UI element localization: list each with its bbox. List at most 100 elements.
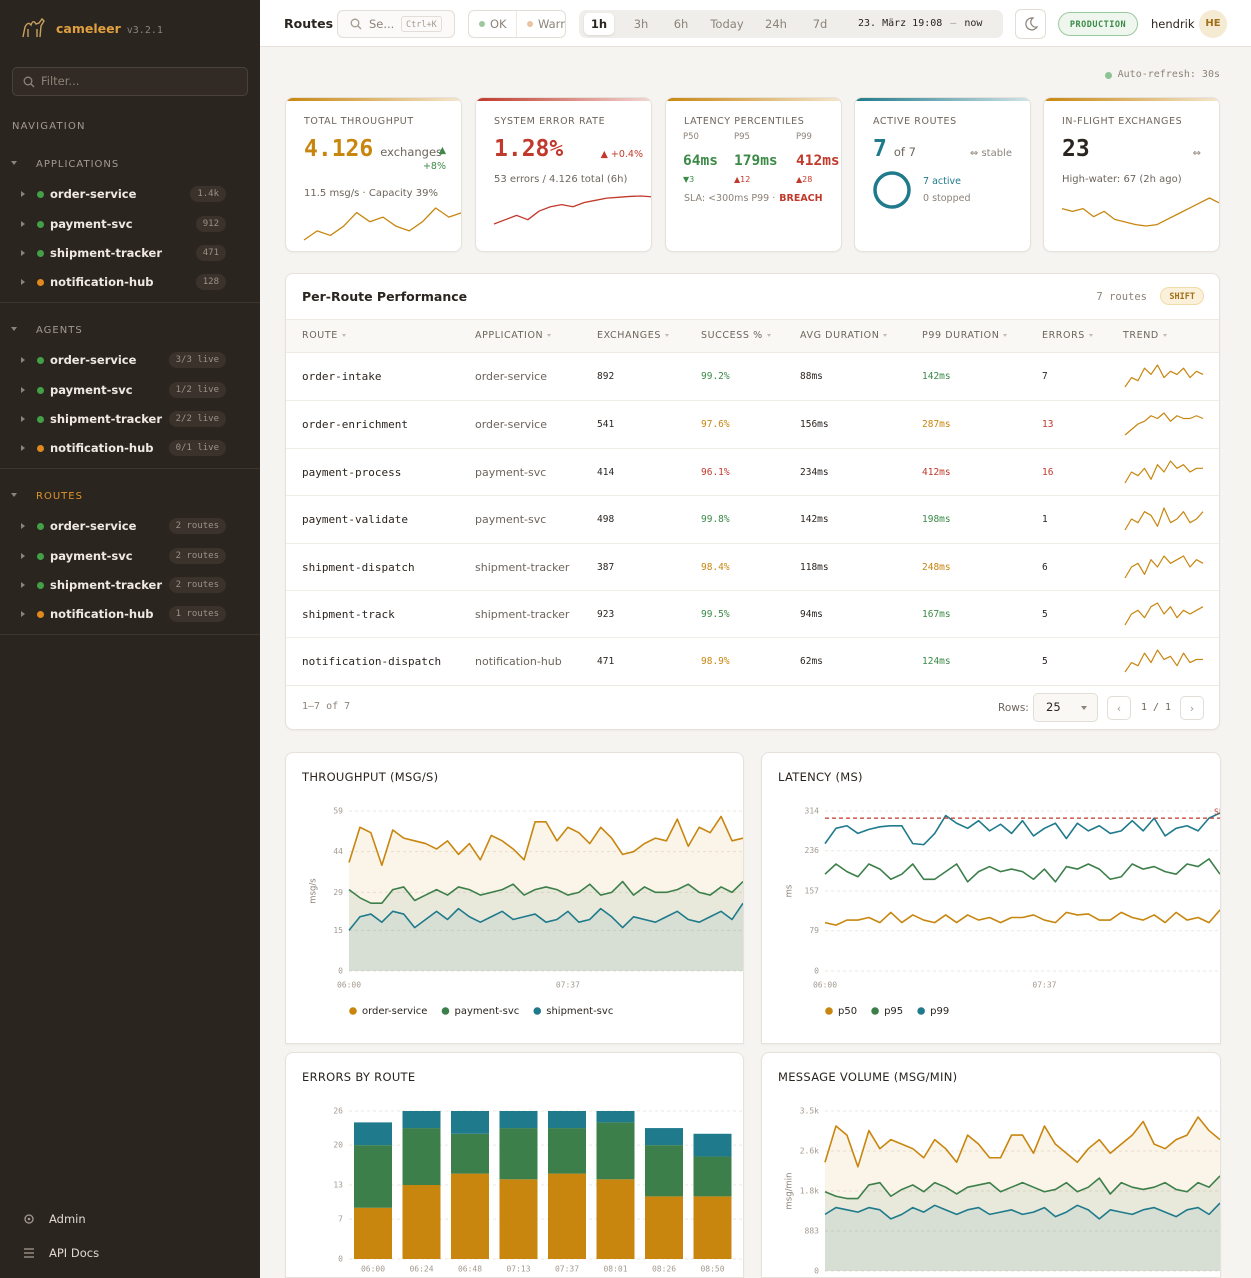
nav-item[interactable]: order-service 3/3 live	[0, 348, 260, 372]
column-header[interactable]: P99 DURATION	[922, 319, 1008, 353]
nav-item[interactable]: order-service 1.4k	[0, 182, 260, 206]
moon-glyph	[1025, 17, 1038, 31]
cell-avg: 142ms	[800, 514, 829, 526]
cell-application: payment-svc	[475, 513, 547, 527]
status-dot	[37, 386, 44, 394]
legend-label: p99	[930, 1006, 949, 1017]
filter-placeholder: Filter...	[41, 74, 80, 88]
status-dot	[37, 191, 44, 199]
kpi-delta: ▲ +0.4%	[600, 149, 643, 160]
y-tick-label: 44	[333, 847, 343, 856]
nav-item[interactable]: payment-svc 912	[0, 212, 260, 236]
section-title[interactable]: AGENTS	[36, 325, 83, 336]
route-count: 7 routes	[1096, 291, 1147, 303]
next-page[interactable]: ›	[1180, 696, 1204, 720]
footer-link[interactable]: API Docs	[49, 1246, 100, 1260]
prev-page[interactable]: ‹	[1107, 696, 1131, 720]
shift-badge: SHIFT	[1160, 287, 1204, 305]
bar-segment	[354, 1145, 392, 1208]
bar-segment	[596, 1111, 635, 1123]
table-row[interactable]: order-intake order-service 892 99.2% 88ms 142…	[286, 353, 1219, 400]
legend-swatch	[871, 1007, 879, 1015]
status-dot	[37, 415, 44, 423]
section-title[interactable]: APPLICATIONS	[36, 159, 120, 170]
page-size-select[interactable]: 25	[1033, 693, 1098, 722]
table-row[interactable]: payment-process payment-svc 414 96.1% 234ms 4…	[286, 447, 1219, 495]
nav-item[interactable]: shipment-tracker 2 routes	[0, 573, 260, 597]
cell-exchanges: 498	[597, 514, 615, 526]
sort-icon	[1088, 334, 1093, 337]
status-dot	[37, 581, 44, 589]
area-fill	[349, 816, 743, 971]
status-filter-button[interactable]: Warn	[517, 11, 565, 37]
sla-line: SLA: <300ms P99 · BREACH	[684, 191, 823, 207]
x-tick-label: 08:01	[603, 1265, 627, 1274]
cell-avg: 234ms	[800, 466, 829, 478]
status-dot	[527, 21, 533, 27]
nav-item[interactable]: notification-hub 1 routes	[0, 602, 260, 626]
range-button[interactable]: 7d	[812, 17, 828, 31]
nav-item[interactable]: shipment-tracker 471	[0, 241, 260, 265]
range-button[interactable]: Today	[710, 17, 744, 31]
chart-card: ERRORS BY ROUTE 0 7 13 20 26 06:00 06:24 06:48 07…	[285, 1052, 744, 1278]
cell-application: order-service	[475, 370, 547, 383]
cell-errors: 7	[1042, 371, 1048, 382]
kpi-sub: 53 errors / 4.126 total (6h)	[494, 174, 628, 185]
table-row[interactable]: payment-validate payment-svc 498 99.8% 142ms…	[286, 495, 1219, 542]
kpi-value: 23	[1062, 136, 1090, 162]
avatar[interactable]: HE	[1199, 10, 1227, 38]
column-header[interactable]: SUCCESS %	[701, 319, 771, 353]
item-badge: 1 routes	[168, 606, 226, 623]
column-header[interactable]: TREND	[1123, 319, 1167, 353]
nav-item[interactable]: payment-svc 2 routes	[0, 544, 260, 568]
cell-success: 98.9%	[701, 656, 730, 668]
kpi-accent	[666, 98, 841, 101]
range-button[interactable]: 3h	[633, 17, 649, 31]
y-axis-label: msg/min	[785, 1173, 795, 1210]
section-title[interactable]: ROUTES	[36, 491, 83, 502]
column-header[interactable]: EXCHANGES	[597, 319, 669, 353]
table-row[interactable]: shipment-dispatch shipment-tracker 387 98.4…	[286, 542, 1219, 590]
page-indicator: 1 / 1	[1140, 702, 1172, 713]
status-filter-button[interactable]: OK	[469, 11, 517, 37]
sort-icon	[341, 334, 346, 337]
range-button[interactable]: 6h	[673, 17, 689, 31]
table-row[interactable]: notification-dispatch notification-hub 471…	[286, 637, 1219, 684]
table-row[interactable]: shipment-track shipment-tracker 923 99.5% 94…	[286, 590, 1219, 637]
filter-input[interactable]: Filter...	[12, 67, 248, 96]
column-header[interactable]: ROUTE	[302, 319, 346, 353]
x-tick-label: 07:13	[506, 1265, 530, 1274]
column-header[interactable]: APPLICATION	[475, 319, 552, 353]
nav-item[interactable]: order-service 2 routes	[0, 514, 260, 538]
bar-segment	[499, 1179, 538, 1259]
cell-p99: 167ms	[922, 609, 951, 620]
user-name[interactable]: hendrik	[1151, 17, 1195, 31]
table-row[interactable]: order-enrichment order-service 541 97.6% 156…	[286, 400, 1219, 447]
y-tick-label: 0	[338, 967, 343, 976]
column-header[interactable]: AVG DURATION	[800, 319, 888, 353]
nav-item[interactable]: shipment-tracker 2/2 live	[0, 407, 260, 431]
cell-errors: 5	[1042, 656, 1048, 668]
series-line	[824, 858, 1220, 883]
date-range: 23. März 19:08 — now	[858, 10, 982, 38]
nav-item[interactable]: notification-hub 128	[0, 270, 260, 294]
kpi-card: SYSTEM ERROR RATE 1.28% ▲ +0.4% 53 errors /…	[475, 97, 652, 252]
theme-toggle[interactable]	[1015, 9, 1046, 39]
kpi-accent	[286, 98, 461, 101]
series-line	[348, 880, 743, 905]
kpi-label: IN-FLIGHT EXCHANGES	[1062, 116, 1183, 127]
footer-link[interactable]: Admin	[49, 1212, 86, 1226]
sla-status: BREACH	[779, 193, 823, 204]
item-badge: 2 routes	[168, 547, 226, 564]
range-button[interactable]: 1h	[584, 13, 614, 35]
sidebar: cameleer v3.2.1 Filter... NAVIGATION APPLICA…	[0, 0, 260, 1278]
nav-item[interactable]: payment-svc 1/2 live	[0, 378, 260, 402]
bar-segment	[402, 1128, 441, 1185]
search-box[interactable]: Se... Ctrl+K	[337, 10, 455, 38]
nav-item[interactable]: notification-hub 0/1 live	[0, 436, 260, 460]
column-header[interactable]: ERRORS	[1042, 319, 1093, 353]
legend-swatch	[917, 1007, 925, 1015]
bar-segment	[499, 1128, 538, 1180]
item-badge: 2/2 live	[168, 410, 226, 427]
range-button[interactable]: 24h	[765, 17, 787, 31]
